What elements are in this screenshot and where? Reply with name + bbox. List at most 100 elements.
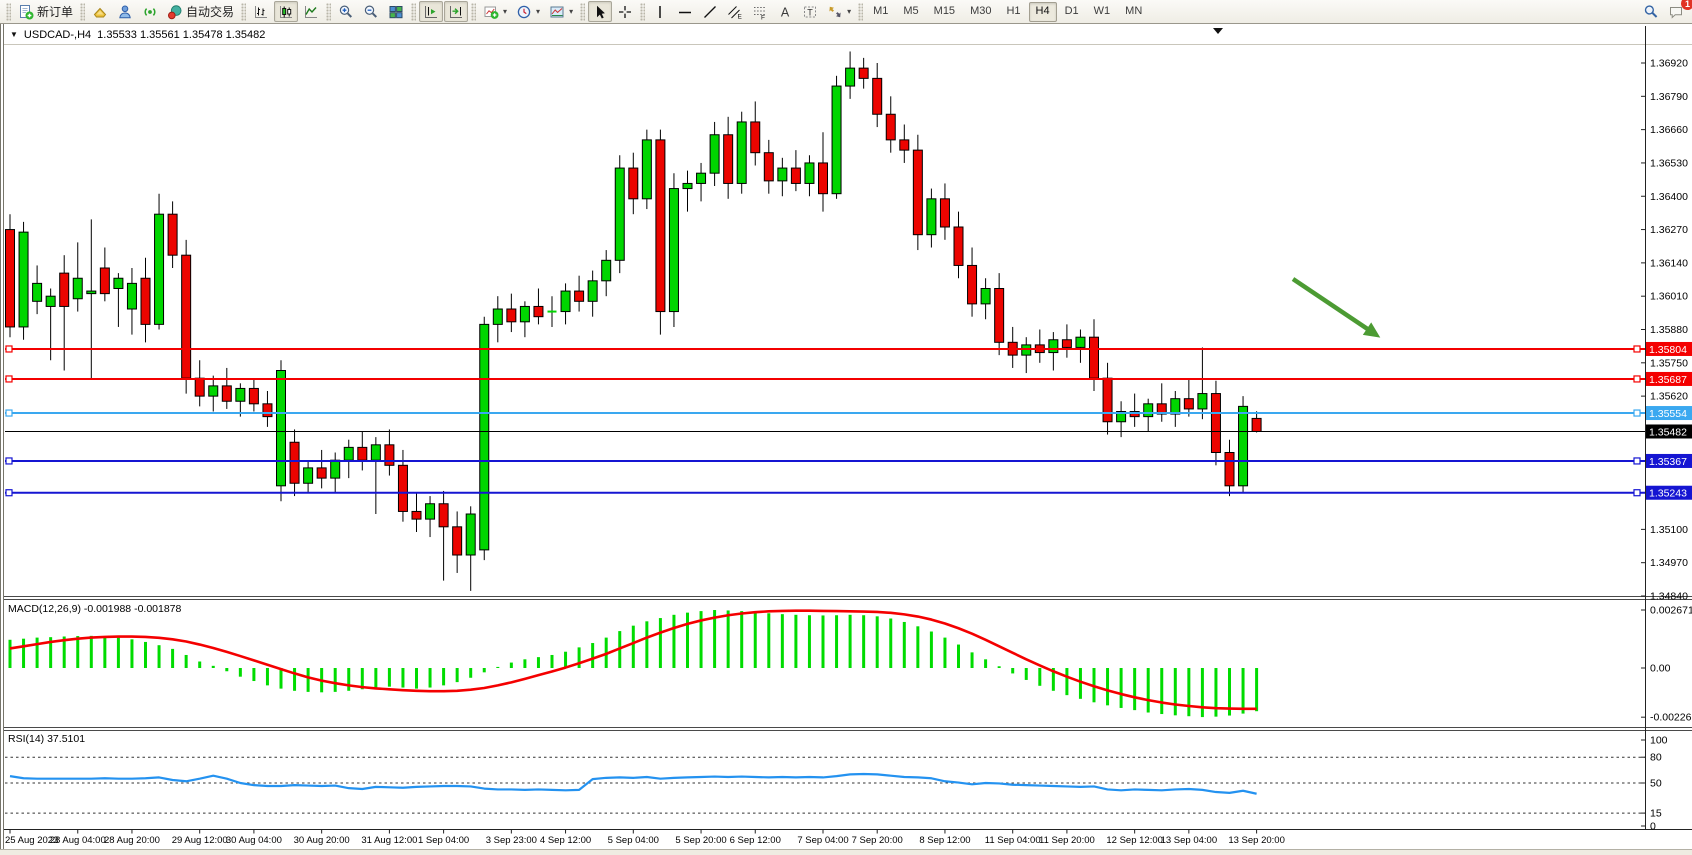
chevron-down-icon[interactable]: ▾ <box>569 7 574 16</box>
fibonacci-button[interactable]: F <box>748 1 772 22</box>
crosshair-button[interactable] <box>613 1 637 22</box>
text-label-button[interactable]: T <box>798 1 822 22</box>
line-handle[interactable] <box>5 345 13 353</box>
candle <box>547 296 557 327</box>
candle <box>126 268 137 335</box>
zoom-in-button[interactable] <box>334 1 358 22</box>
shift-icon <box>423 4 439 20</box>
bar-chart-button[interactable] <box>249 1 273 22</box>
vertical-line-button[interactable] <box>648 1 672 22</box>
chevron-down-icon[interactable]: ▾ <box>503 7 508 16</box>
candle <box>154 193 165 330</box>
chevron-down-icon[interactable]: ▾ <box>536 7 541 16</box>
periods-button[interactable]: ▾ <box>512 1 544 22</box>
price-badge: 1.35482 <box>1646 424 1692 439</box>
price-axis[interactable]: 1.36920 1.36790 1.36660 1.36530 1.36400 1.362… <box>1641 58 1692 833</box>
community-chat-button[interactable] <box>1664 1 1688 22</box>
text-button[interactable]: A <box>773 1 797 22</box>
cursor-button[interactable] <box>588 1 613 22</box>
autotrading-button[interactable]: 自动交易 <box>163 1 238 22</box>
candle <box>696 162 707 202</box>
timeframe-H4[interactable]: H4 <box>1028 1 1057 22</box>
candle <box>208 375 219 412</box>
zoom-out-button[interactable] <box>359 1 383 22</box>
svg-text:1.36530: 1.36530 <box>1650 157 1688 169</box>
timeframe-M1[interactable]: M1 <box>873 4 889 17</box>
candle <box>560 283 571 325</box>
arrows-button[interactable]: ▾ <box>823 1 855 22</box>
line-handle[interactable] <box>5 409 13 417</box>
svg-text:28 Aug 20:00: 28 Aug 20:00 <box>104 835 160 846</box>
horizontal-level-line[interactable] <box>5 409 1645 417</box>
svg-text:1.36920: 1.36920 <box>1650 58 1688 70</box>
tile-windows-button[interactable] <box>384 1 408 22</box>
candle <box>492 296 503 343</box>
chart-gold-icon <box>92 4 108 20</box>
price-badge: 1.35554 <box>1646 406 1692 421</box>
horizontal-level-line[interactable] <box>5 375 1645 383</box>
person-icon <box>117 4 133 20</box>
chart-shift-button[interactable] <box>419 1 444 22</box>
horizontal-level-line[interactable] <box>5 489 1645 497</box>
new-chart-button[interactable] <box>88 1 112 22</box>
line-handle[interactable] <box>5 457 13 465</box>
candle <box>113 273 124 327</box>
horizontal-level-line[interactable] <box>5 457 1645 465</box>
timeframe-H1[interactable]: H1 <box>1006 4 1021 17</box>
candle <box>682 170 693 212</box>
horizontal-line-button[interactable] <box>673 1 697 22</box>
candle <box>641 129 652 210</box>
candle <box>994 273 1005 356</box>
chat-icon <box>1668 4 1684 20</box>
candle <box>1156 383 1167 422</box>
tiles-icon <box>388 4 404 20</box>
line-handle[interactable] <box>5 375 13 383</box>
svg-text:1.35804: 1.35804 <box>1649 344 1687 356</box>
candle <box>303 460 314 494</box>
doc-plus-icon <box>18 4 34 20</box>
timeframe-M15[interactable]: M15 <box>933 4 956 17</box>
auto-scroll-button[interactable] <box>444 1 469 22</box>
line-handle[interactable] <box>1633 409 1641 417</box>
line-handle[interactable] <box>1633 489 1641 497</box>
candle <box>614 155 625 274</box>
candle <box>248 378 259 412</box>
line-handle[interactable] <box>5 489 13 497</box>
textA-icon: A <box>777 4 793 20</box>
equidistant-channel-button[interactable]: E <box>723 1 747 22</box>
candle <box>181 239 192 394</box>
trendline-button[interactable] <box>698 1 722 22</box>
timeframe-D1[interactable]: D1 <box>1064 4 1079 17</box>
chevron-down-icon[interactable]: ▾ <box>847 7 852 16</box>
profile-button[interactable] <box>113 1 137 22</box>
candle <box>939 183 950 240</box>
line-handle[interactable] <box>1633 345 1641 353</box>
indicators-button[interactable]: ▾ <box>479 1 511 22</box>
line-handle[interactable] <box>1633 375 1641 383</box>
svg-text:1.36400: 1.36400 <box>1650 191 1688 203</box>
candle <box>506 293 517 333</box>
new-order-button[interactable]: 新订单 <box>14 1 77 22</box>
toolbar-grip <box>580 2 586 21</box>
collapse-chart-icon[interactable]: ▼ <box>10 30 18 39</box>
annotation-arrow[interactable] <box>1291 277 1381 338</box>
svg-text:E: E <box>738 13 743 20</box>
candle <box>899 124 910 163</box>
timeframe-W1[interactable]: W1 <box>1093 4 1111 17</box>
templates-button[interactable]: ▾ <box>545 1 577 22</box>
timeframe-M30[interactable]: M30 <box>970 4 992 17</box>
candlestick-button[interactable] <box>274 1 299 22</box>
timeframe-MN[interactable]: MN <box>1125 4 1143 17</box>
line-chart-button[interactable] <box>299 1 323 22</box>
candle <box>1224 439 1235 497</box>
horizontal-level-line[interactable] <box>5 345 1645 353</box>
svg-text:1.36140: 1.36140 <box>1650 257 1688 269</box>
line-handle[interactable] <box>1633 457 1641 465</box>
signals-button[interactable] <box>138 1 162 22</box>
timeframe-M5[interactable]: M5 <box>903 4 919 17</box>
candle <box>818 132 828 212</box>
search-button[interactable] <box>1639 1 1663 22</box>
